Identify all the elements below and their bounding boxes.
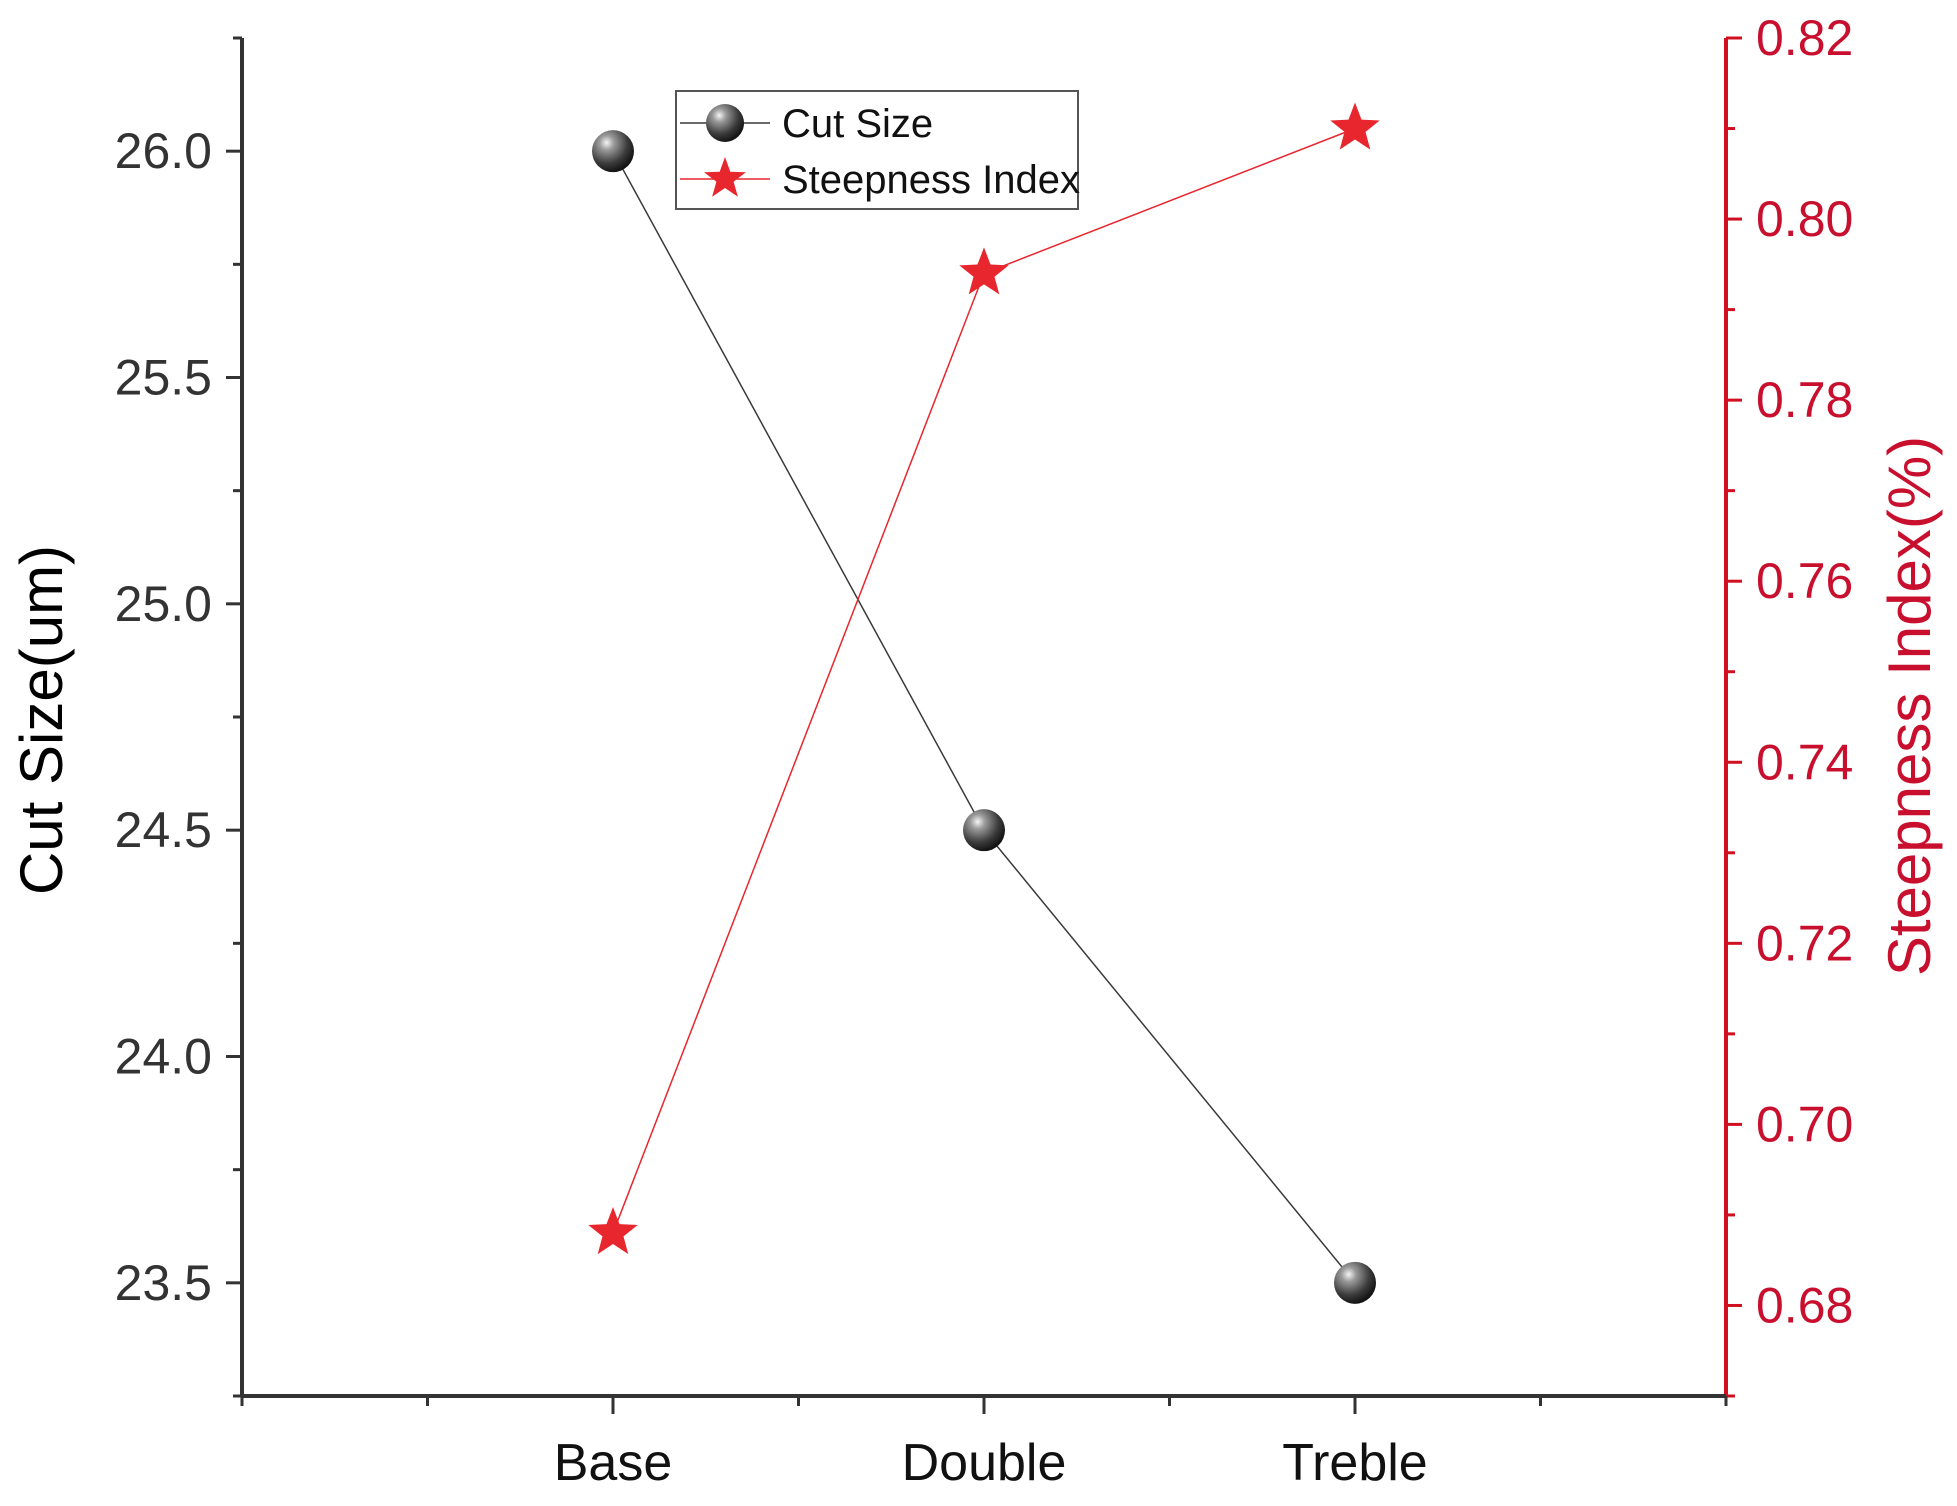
- series-line-1: [612, 127, 1356, 1234]
- right-tick-label: 0.82: [1756, 10, 1853, 66]
- right-axis-ticks: 0.68 0.70 0.72 0.74 0.76 0.78 0.80 0.82: [1726, 10, 1853, 1398]
- series-layer: [588, 102, 1380, 1304]
- x-tick-label: Treble: [1282, 1434, 1427, 1492]
- right-tick-label: 0.78: [1756, 372, 1853, 428]
- left-tick-label: 23.5: [115, 1255, 212, 1311]
- right-tick-label: 0.74: [1756, 734, 1853, 790]
- left-tick-label: 26.0: [115, 123, 212, 179]
- data-point-cut-size-2: [1334, 1261, 1376, 1304]
- right-tick-label: 0.80: [1756, 191, 1853, 247]
- right-tick-label: 0.76: [1756, 553, 1853, 609]
- legend-label-cut-size: Cut Size: [782, 102, 933, 146]
- y-axis-right-title: Steepness Index(%): [1876, 436, 1943, 976]
- data-point-steepness-2: [1330, 102, 1380, 150]
- data-point-steepness-0: [588, 1207, 638, 1255]
- data-point-cut-size-0: [592, 130, 634, 173]
- data-point-steepness-1: [959, 247, 1009, 295]
- right-tick-label: 0.72: [1756, 915, 1853, 971]
- series-line-0: [612, 150, 1356, 1284]
- right-tick-label: 0.68: [1756, 1277, 1853, 1333]
- x-tick-label: Base: [554, 1434, 673, 1492]
- left-tick-label: 24.0: [115, 1029, 212, 1085]
- right-tick-label: 0.70: [1756, 1096, 1853, 1152]
- legend: Cut Size Steepness Index: [675, 90, 1080, 210]
- x-axis-ticks: Base Double Treble: [240, 1396, 1728, 1492]
- plot-frame: [240, 38, 1728, 1398]
- y-axis-left-title: Cut Size(um): [8, 545, 75, 895]
- left-tick-label: 25.0: [115, 576, 212, 632]
- data-point-cut-size-1: [963, 809, 1005, 852]
- legend-marker-cut-size: [706, 104, 744, 142]
- legend-label-steepness: Steepness Index: [782, 158, 1080, 202]
- left-tick-label: 25.5: [115, 350, 212, 406]
- legend-marker-steepness: [704, 157, 746, 197]
- left-tick-label: 24.5: [115, 802, 212, 858]
- legend-box: [675, 90, 1079, 210]
- x-tick-label: Double: [902, 1434, 1067, 1492]
- left-axis-ticks: 23.5 24.0 24.5 25.0 25.5 26.0: [115, 36, 242, 1398]
